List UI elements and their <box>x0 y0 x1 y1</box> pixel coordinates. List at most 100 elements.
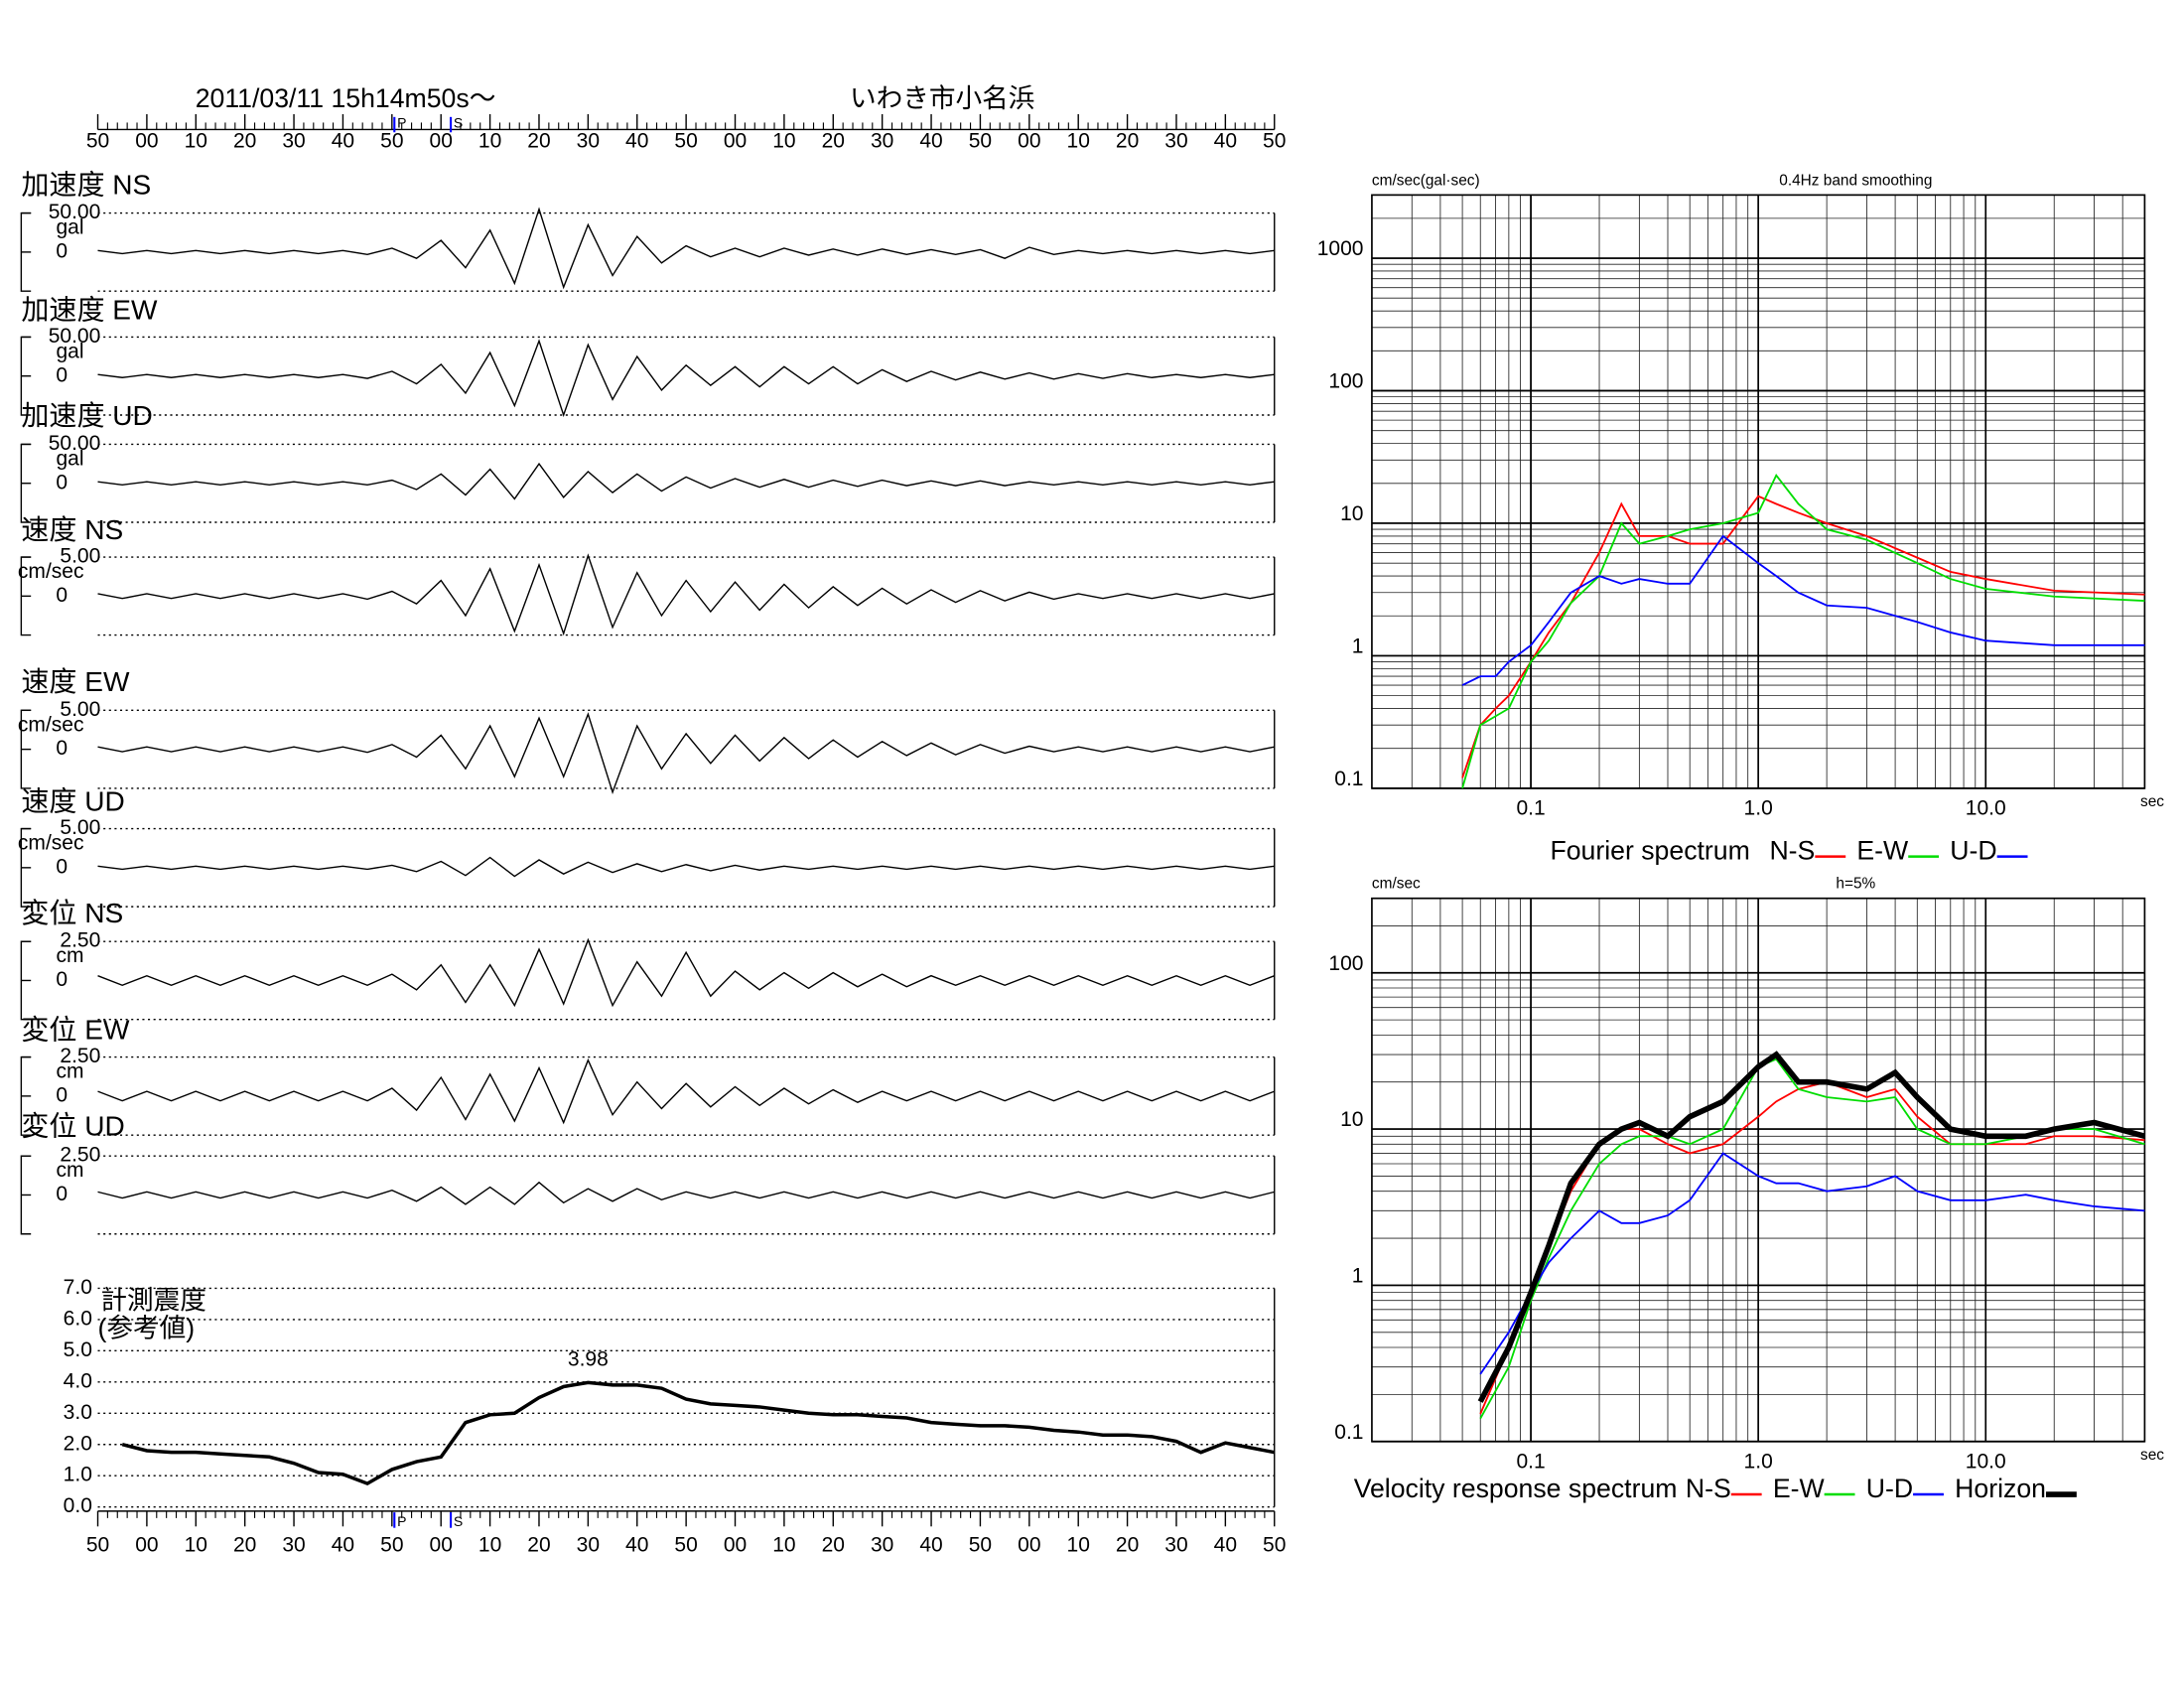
y-tick-label: 100 <box>1328 952 1363 975</box>
legend-title: Velocity response spectrum <box>1354 1474 1678 1503</box>
time-tick-label: 50 <box>674 1533 697 1556</box>
time-tick-label: 30 <box>577 1533 600 1556</box>
trace-y-tick-label: 0 <box>56 239 68 262</box>
record-time: 2011/03/11 15h14m50s〜 <box>196 83 496 113</box>
time-tick-label: 10 <box>478 130 501 153</box>
x-tick-label: 10.0 <box>1966 1450 2006 1473</box>
legend-label: N-S <box>1686 1474 1731 1503</box>
time-tick-label: 30 <box>282 1533 305 1556</box>
trace-y-tick-label: 0 <box>56 855 68 878</box>
phase-label: P <box>397 115 406 131</box>
trace-y-tick-label: 5.00 <box>60 545 100 568</box>
time-tick-label: 50 <box>1263 1533 1286 1556</box>
time-tick-label: 20 <box>527 1533 550 1556</box>
phase-label: S <box>454 115 463 131</box>
spectrum-line <box>1461 494 2145 778</box>
time-tick-label: 20 <box>822 130 845 153</box>
x-tick-label: 10.0 <box>1966 796 2006 819</box>
time-tick-label: 30 <box>1164 1533 1187 1556</box>
y-tick-label: 7.0 <box>64 1276 92 1299</box>
intensity-subtitle: (参考値) <box>98 1314 196 1343</box>
intensity-line <box>121 1380 1276 1486</box>
time-tick-label: 00 <box>1018 1533 1040 1556</box>
y-tick-label: 0.1 <box>1334 1421 1363 1444</box>
time-tick-label: 30 <box>282 130 305 153</box>
trace-unit: cm/sec <box>18 832 84 855</box>
trace-y-tick-label: 0 <box>56 737 68 760</box>
trace-unit: gal <box>56 340 83 362</box>
legend-label: E-W <box>1856 835 1909 865</box>
time-tick-label: 00 <box>724 1533 747 1556</box>
legend-label: E-W <box>1773 1474 1826 1503</box>
y-tick-label: 0.0 <box>64 1494 92 1517</box>
waveform-trace <box>97 553 1275 636</box>
time-tick-label: 20 <box>233 1533 256 1556</box>
trace-title: 変位 NS <box>21 898 123 928</box>
legend-label: N-S <box>1769 835 1815 865</box>
time-tick-label: 40 <box>1214 1533 1237 1556</box>
y-tick-label: 100 <box>1328 370 1363 393</box>
time-tick-label: 30 <box>577 130 600 153</box>
trace-y-tick-label: 50.00 <box>49 201 101 223</box>
x-tick-label: 0.1 <box>1516 796 1545 819</box>
trace-y-tick-label: 50.00 <box>49 432 101 455</box>
y-tick-label: 1000 <box>1317 237 1364 260</box>
trace-unit: gal <box>56 216 83 239</box>
x-tick-label: 0.1 <box>1516 1450 1545 1473</box>
waveform-trace <box>97 712 1275 794</box>
phase-label: S <box>454 1513 463 1529</box>
y-axis-unit: cm/sec <box>1372 876 1421 893</box>
trace-y-tick-label: 50.00 <box>49 325 101 348</box>
time-tick-label: 50 <box>380 130 403 153</box>
trace-y-tick-label: 2.50 <box>60 1045 100 1067</box>
time-tick-label: 10 <box>185 1533 207 1556</box>
time-tick-label: 40 <box>332 130 354 153</box>
time-tick-label: 10 <box>1067 1533 1090 1556</box>
x-axis-unit: sec <box>2140 1447 2164 1464</box>
trace-title: 加速度 EW <box>21 295 158 326</box>
time-tick-label: 10 <box>772 1533 795 1556</box>
trace-y-tick-label: 0 <box>56 1183 68 1205</box>
x-tick-label: 1.0 <box>1744 1450 1773 1473</box>
time-tick-label: 00 <box>724 130 747 153</box>
time-tick-label: 40 <box>625 1533 648 1556</box>
trace-y-tick-label: 0 <box>56 1083 68 1106</box>
time-tick-label: 20 <box>527 130 550 153</box>
spectrum-line <box>1461 534 2145 686</box>
trace-y-tick-label: 5.00 <box>60 816 100 839</box>
time-tick-label: 50 <box>1263 130 1286 153</box>
y-tick-label: 5.0 <box>64 1338 92 1361</box>
trace-title: 加速度 NS <box>21 169 151 200</box>
trace-title: 変位 EW <box>21 1015 130 1046</box>
trace-y-tick-label: 0 <box>56 471 68 493</box>
spectrum-line <box>1479 1152 2145 1375</box>
time-tick-label: 00 <box>135 130 158 153</box>
y-tick-label: 3.0 <box>64 1401 92 1424</box>
y-axis-unit: cm/sec(gal·sec) <box>1372 172 1480 189</box>
time-tick-label: 20 <box>233 130 256 153</box>
time-tick-label: 40 <box>1214 130 1237 153</box>
trace-title: 速度 EW <box>21 666 130 697</box>
trace-y-tick-label: 2.50 <box>60 929 100 952</box>
y-tick-label: 4.0 <box>64 1369 92 1392</box>
trace-title: 速度 NS <box>21 514 123 545</box>
trace-unit: gal <box>56 447 83 470</box>
y-tick-label: 10 <box>1340 1108 1363 1131</box>
trace-y-tick-label: 0 <box>56 584 68 607</box>
time-tick-label: 40 <box>919 130 942 153</box>
trace-y-tick-label: 0 <box>56 363 68 386</box>
time-tick-label: 50 <box>380 1533 403 1556</box>
time-tick-label: 00 <box>430 130 453 153</box>
spectrum-line <box>1477 1051 2146 1403</box>
peak-label: 3.98 <box>568 1348 609 1371</box>
trace-y-tick-label: 0 <box>56 968 68 991</box>
trace-unit: cm/sec <box>18 713 84 736</box>
time-tick-label: 00 <box>135 1533 158 1556</box>
trace-unit: cm <box>56 1060 83 1083</box>
trace-unit: cm <box>56 1159 83 1182</box>
time-tick-label: 50 <box>86 130 109 153</box>
waveform-trace <box>97 339 1275 418</box>
subtitle: 0.4Hz band smoothing <box>1779 172 1932 189</box>
y-tick-label: 0.1 <box>1334 768 1363 790</box>
